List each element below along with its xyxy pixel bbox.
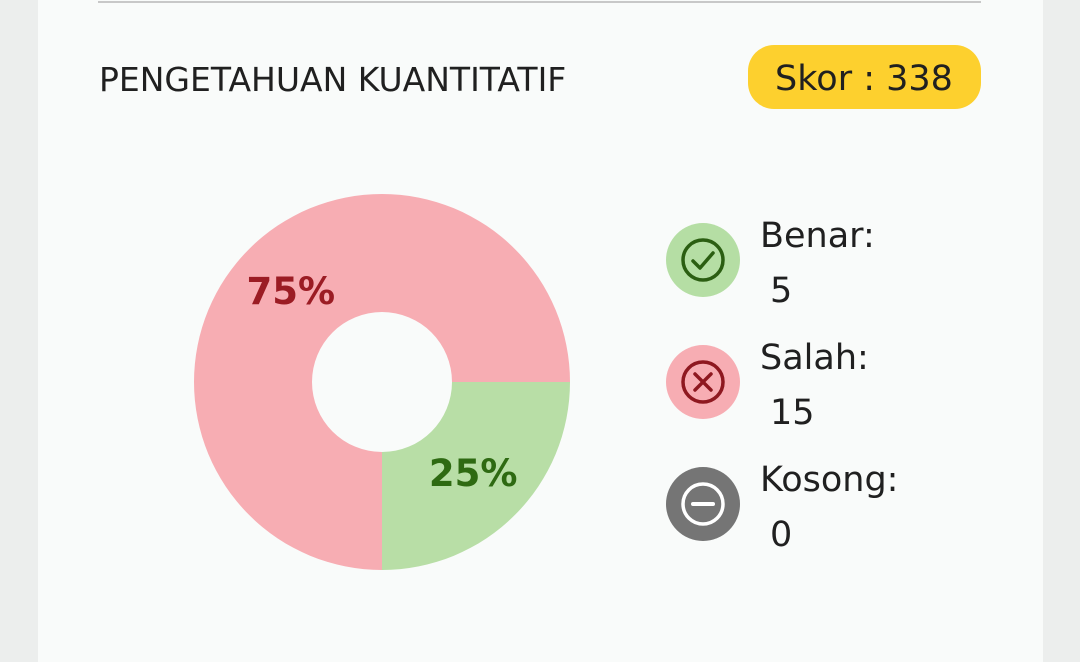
icon-wrong: [666, 345, 740, 419]
legend-label: Salah:: [760, 338, 869, 378]
slice-label: 25%: [429, 452, 518, 495]
score-badge: [748, 45, 981, 109]
donut-chart: 25% 75%: [194, 194, 570, 570]
donut-slice: [382, 382, 570, 570]
slice-label: 75%: [247, 270, 336, 313]
legend-label: Kosong:: [760, 460, 898, 500]
legend-value: 5: [770, 271, 792, 311]
icon-empty: [666, 467, 740, 541]
legend-value: 0: [770, 515, 792, 555]
donut-slice: [194, 194, 570, 570]
icon-correct: [666, 223, 740, 297]
score-text: Skor : 338: [775, 59, 953, 99]
legend-value: 15: [770, 393, 815, 433]
legend: Benar: 5 Salah: 15 Kosong: 0: [760, 216, 898, 555]
legend-label: Benar:: [760, 216, 875, 256]
section-title: PENGETAHUAN KUANTITATIF: [99, 60, 566, 99]
